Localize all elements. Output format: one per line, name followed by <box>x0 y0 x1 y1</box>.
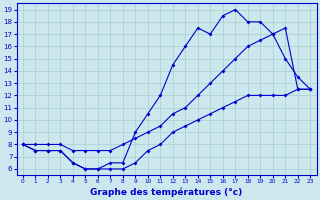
X-axis label: Graphe des températures (°c): Graphe des températures (°c) <box>91 187 243 197</box>
